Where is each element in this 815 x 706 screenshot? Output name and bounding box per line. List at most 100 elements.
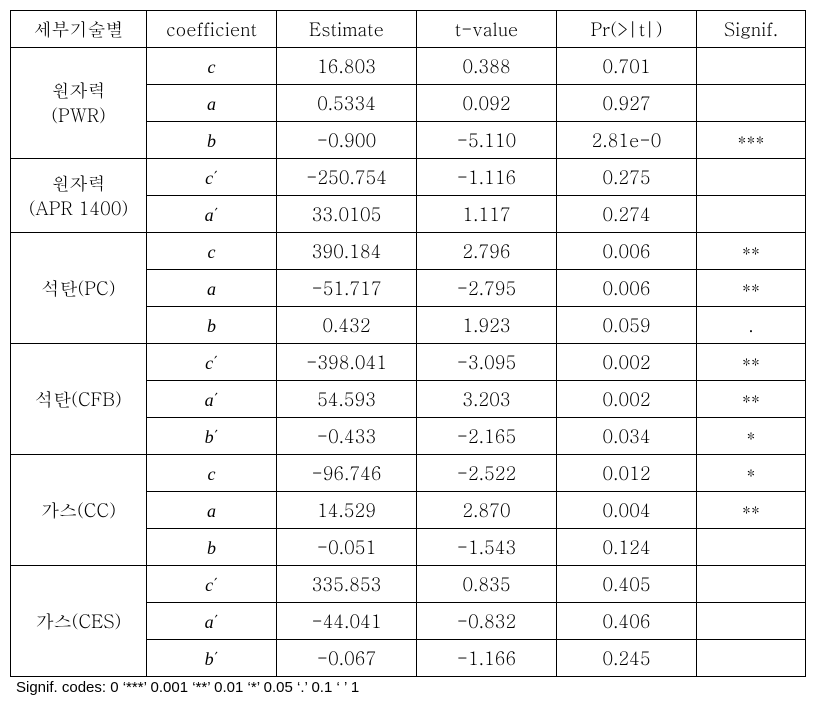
signif-cell [697, 159, 806, 196]
pr-cell: 0.275 [557, 159, 697, 196]
estimate-cell: -44.041 [277, 603, 417, 640]
coef-cell: c [147, 233, 277, 270]
pr-cell: 0.004 [557, 492, 697, 529]
tvalue-cell: -1.116 [417, 159, 557, 196]
tvalue-cell: 1.117 [417, 196, 557, 233]
tech-cell: 석탄(CFB) [11, 344, 147, 455]
estimate-cell: -96.746 [277, 455, 417, 492]
estimate-cell: -0.051 [277, 529, 417, 566]
estimate-cell: 14.529 [277, 492, 417, 529]
coef-cell: c′ [147, 344, 277, 381]
tech-cell: 가스(CES) [11, 566, 147, 677]
estimate-cell: 0.5334 [277, 85, 417, 122]
header-tval: t-value [417, 11, 557, 48]
signif-cell [697, 640, 806, 677]
coef-cell: c′ [147, 566, 277, 603]
pr-cell: 0.002 [557, 344, 697, 381]
signif-cell [697, 566, 806, 603]
estimate-cell: -250.754 [277, 159, 417, 196]
tvalue-cell: -3.095 [417, 344, 557, 381]
coef-cell: b′ [147, 418, 277, 455]
coef-cell: a′ [147, 196, 277, 233]
table-row: 가스(CC)c-96.746-2.5220.012* [11, 455, 806, 492]
pr-cell: 0.245 [557, 640, 697, 677]
tech-cell: 석탄(PC) [11, 233, 147, 344]
tvalue-cell: -2.795 [417, 270, 557, 307]
tvalue-cell: -1.543 [417, 529, 557, 566]
tech-cell: 원자력(PWR) [11, 48, 147, 159]
tvalue-cell: 1.923 [417, 307, 557, 344]
estimate-cell: -0.067 [277, 640, 417, 677]
table-row: 원자력(PWR)c16.8030.3880.701 [11, 48, 806, 85]
estimate-cell: -0.900 [277, 122, 417, 159]
signif-cell: ** [697, 381, 806, 418]
pr-cell: 0.006 [557, 233, 697, 270]
coef-cell: a′ [147, 603, 277, 640]
tvalue-cell: -2.165 [417, 418, 557, 455]
signif-cell [697, 196, 806, 233]
signif-cell: ** [697, 344, 806, 381]
header-sig: Signif. [697, 11, 806, 48]
signif-cell [697, 603, 806, 640]
coef-cell: b [147, 529, 277, 566]
pr-cell: 0.006 [557, 270, 697, 307]
estimate-cell: 54.593 [277, 381, 417, 418]
signif-cell: * [697, 418, 806, 455]
estimate-cell: 335.853 [277, 566, 417, 603]
estimate-cell: 16.803 [277, 48, 417, 85]
signif-cell: . [697, 307, 806, 344]
tvalue-cell: 0.388 [417, 48, 557, 85]
coef-cell: c [147, 455, 277, 492]
coef-cell: b′ [147, 640, 277, 677]
tvalue-cell: -5.110 [417, 122, 557, 159]
table-row: 원자력(APR 1400)c′-250.754-1.1160.275 [11, 159, 806, 196]
estimate-cell: -398.041 [277, 344, 417, 381]
tvalue-cell: 0.835 [417, 566, 557, 603]
coef-cell: c′ [147, 159, 277, 196]
table-header-row: 세부기술별 coefficient Estimate t-value Pr(>|… [11, 11, 806, 48]
table-row: 석탄(PC)c390.1842.7960.006** [11, 233, 806, 270]
regression-table: 세부기술별 coefficient Estimate t-value Pr(>|… [10, 10, 806, 677]
pr-cell: 0.034 [557, 418, 697, 455]
header-pr: Pr(>|t|) [557, 11, 697, 48]
pr-cell: 0.002 [557, 381, 697, 418]
tech-cell: 원자력(APR 1400) [11, 159, 147, 233]
pr-cell: 0.701 [557, 48, 697, 85]
tvalue-cell: -0.832 [417, 603, 557, 640]
header-tech: 세부기술별 [11, 11, 147, 48]
tvalue-cell: 0.092 [417, 85, 557, 122]
signif-footnote: Signif. codes: 0 ‘***’ 0.001 ‘**’ 0.01 ‘… [10, 679, 805, 696]
table-row: 가스(CES)c′335.8530.8350.405 [11, 566, 806, 603]
pr-cell: 0.406 [557, 603, 697, 640]
pr-cell: 2.81e-0 [557, 122, 697, 159]
estimate-cell: 33.0105 [277, 196, 417, 233]
signif-cell [697, 85, 806, 122]
estimate-cell: -51.717 [277, 270, 417, 307]
tech-cell: 가스(CC) [11, 455, 147, 566]
coef-cell: b [147, 122, 277, 159]
coef-cell: b [147, 307, 277, 344]
signif-cell: *** [697, 122, 806, 159]
signif-cell: ** [697, 270, 806, 307]
header-est: Estimate [277, 11, 417, 48]
estimate-cell: 0.432 [277, 307, 417, 344]
tvalue-cell: 3.203 [417, 381, 557, 418]
signif-cell: * [697, 455, 806, 492]
pr-cell: 0.012 [557, 455, 697, 492]
coef-cell: a′ [147, 381, 277, 418]
signif-cell [697, 529, 806, 566]
coef-cell: c [147, 48, 277, 85]
coef-cell: a [147, 270, 277, 307]
coef-cell: a [147, 492, 277, 529]
pr-cell: 0.405 [557, 566, 697, 603]
table-row: 석탄(CFB)c′-398.041-3.0950.002** [11, 344, 806, 381]
signif-cell: ** [697, 492, 806, 529]
signif-cell [697, 48, 806, 85]
header-coef: coefficient [147, 11, 277, 48]
pr-cell: 0.059 [557, 307, 697, 344]
pr-cell: 0.274 [557, 196, 697, 233]
signif-cell: ** [697, 233, 806, 270]
tvalue-cell: 2.870 [417, 492, 557, 529]
estimate-cell: 390.184 [277, 233, 417, 270]
pr-cell: 0.927 [557, 85, 697, 122]
